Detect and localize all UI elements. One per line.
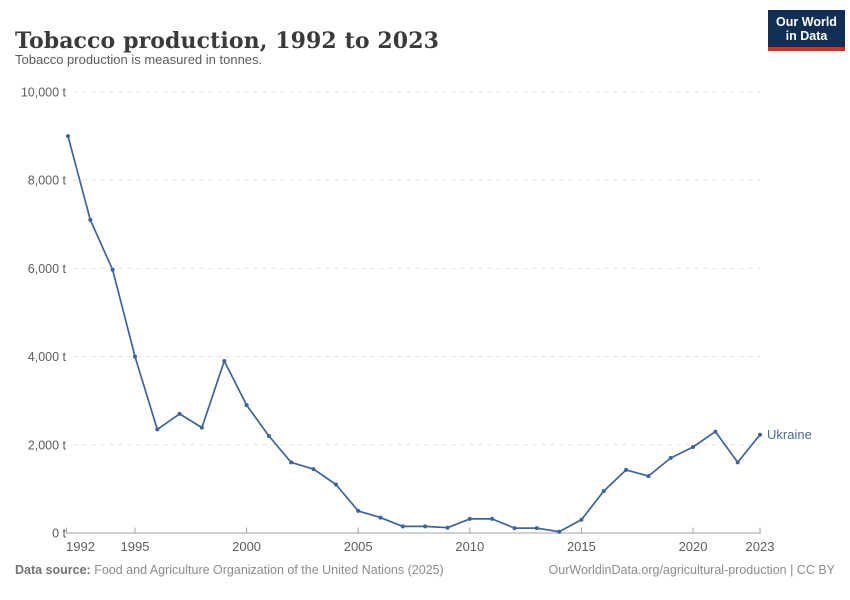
- series-line: [67, 135, 761, 533]
- data-point[interactable]: [177, 411, 182, 416]
- data-point[interactable]: [713, 429, 718, 434]
- data-point[interactable]: [244, 403, 249, 408]
- x-tick-label: 2023: [746, 539, 775, 554]
- y-tick-label: 2,000 t: [28, 438, 67, 452]
- data-point[interactable]: [758, 432, 762, 437]
- y-tick-label: 10,000 t: [21, 86, 67, 100]
- data-point[interactable]: [735, 460, 740, 465]
- data-point[interactable]: [199, 425, 204, 430]
- data-point[interactable]: [378, 515, 383, 520]
- data-point[interactable]: [222, 359, 227, 363]
- y-tick-label: 6,000 t: [28, 262, 67, 276]
- data-point[interactable]: [88, 217, 93, 222]
- data-point[interactable]: [601, 489, 606, 494]
- data-point[interactable]: [624, 467, 629, 472]
- data-point[interactable]: [646, 474, 651, 479]
- chart-subtitle: Tobacco production is measured in tonnes…: [15, 52, 263, 67]
- data-point[interactable]: [668, 456, 673, 460]
- data-point[interactable]: [400, 524, 405, 529]
- data-point[interactable]: [110, 267, 115, 272]
- data-source-note: Data source: Food and Agriculture Organi…: [15, 563, 444, 577]
- owid-logo-line1: Our World: [776, 14, 837, 29]
- data-point[interactable]: [133, 354, 137, 359]
- chart-footer: Data source: Food and Agriculture Organi…: [15, 563, 835, 577]
- x-tick-label: 1995: [121, 539, 150, 554]
- x-tick-label: 2010: [455, 539, 484, 554]
- data-point[interactable]: [311, 467, 316, 472]
- data-point[interactable]: [266, 434, 271, 438]
- x-tick-label: 2020: [679, 539, 708, 554]
- owid-logo-line2: in Data: [785, 28, 828, 43]
- data-point[interactable]: [356, 508, 361, 513]
- x-tick-label: 2015: [567, 539, 596, 554]
- data-point[interactable]: [467, 516, 472, 521]
- y-tick-label: 8,000 t: [28, 174, 67, 188]
- data-point[interactable]: [289, 460, 294, 465]
- page-title: Tobacco production, 1992 to 2023: [15, 27, 440, 54]
- data-point[interactable]: [490, 516, 495, 521]
- x-tick-label: 2000: [232, 539, 261, 554]
- data-point[interactable]: [579, 517, 584, 522]
- data-point[interactable]: [445, 525, 450, 530]
- owid-logo[interactable]: Our World in Data: [768, 10, 845, 51]
- data-point[interactable]: [534, 526, 539, 531]
- data-point[interactable]: [66, 134, 70, 139]
- x-tick-label: 1992: [66, 539, 95, 554]
- entity-label[interactable]: Ukraine: [767, 427, 812, 442]
- data-point[interactable]: [557, 529, 562, 534]
- data-point[interactable]: [423, 524, 428, 529]
- data-point[interactable]: [155, 427, 160, 432]
- line-chart: 0 t 2,000 t 4,000 t 6,000 t 8,000 t 10,000 t 1…: [21, 86, 812, 555]
- data-source-text: Food and Agriculture Organization of the…: [90, 563, 444, 577]
- credit-link[interactable]: OurWorldinData.org/agricultural-producti…: [548, 563, 835, 577]
- data-point[interactable]: [691, 445, 695, 449]
- y-tick-label: 0 t: [52, 527, 66, 541]
- data-point[interactable]: [333, 482, 338, 487]
- data-source-label: Data source:: [15, 563, 91, 577]
- data-point[interactable]: [512, 526, 517, 531]
- y-tick-label: 4,000 t: [28, 350, 67, 364]
- x-tick-label: 2005: [344, 539, 373, 554]
